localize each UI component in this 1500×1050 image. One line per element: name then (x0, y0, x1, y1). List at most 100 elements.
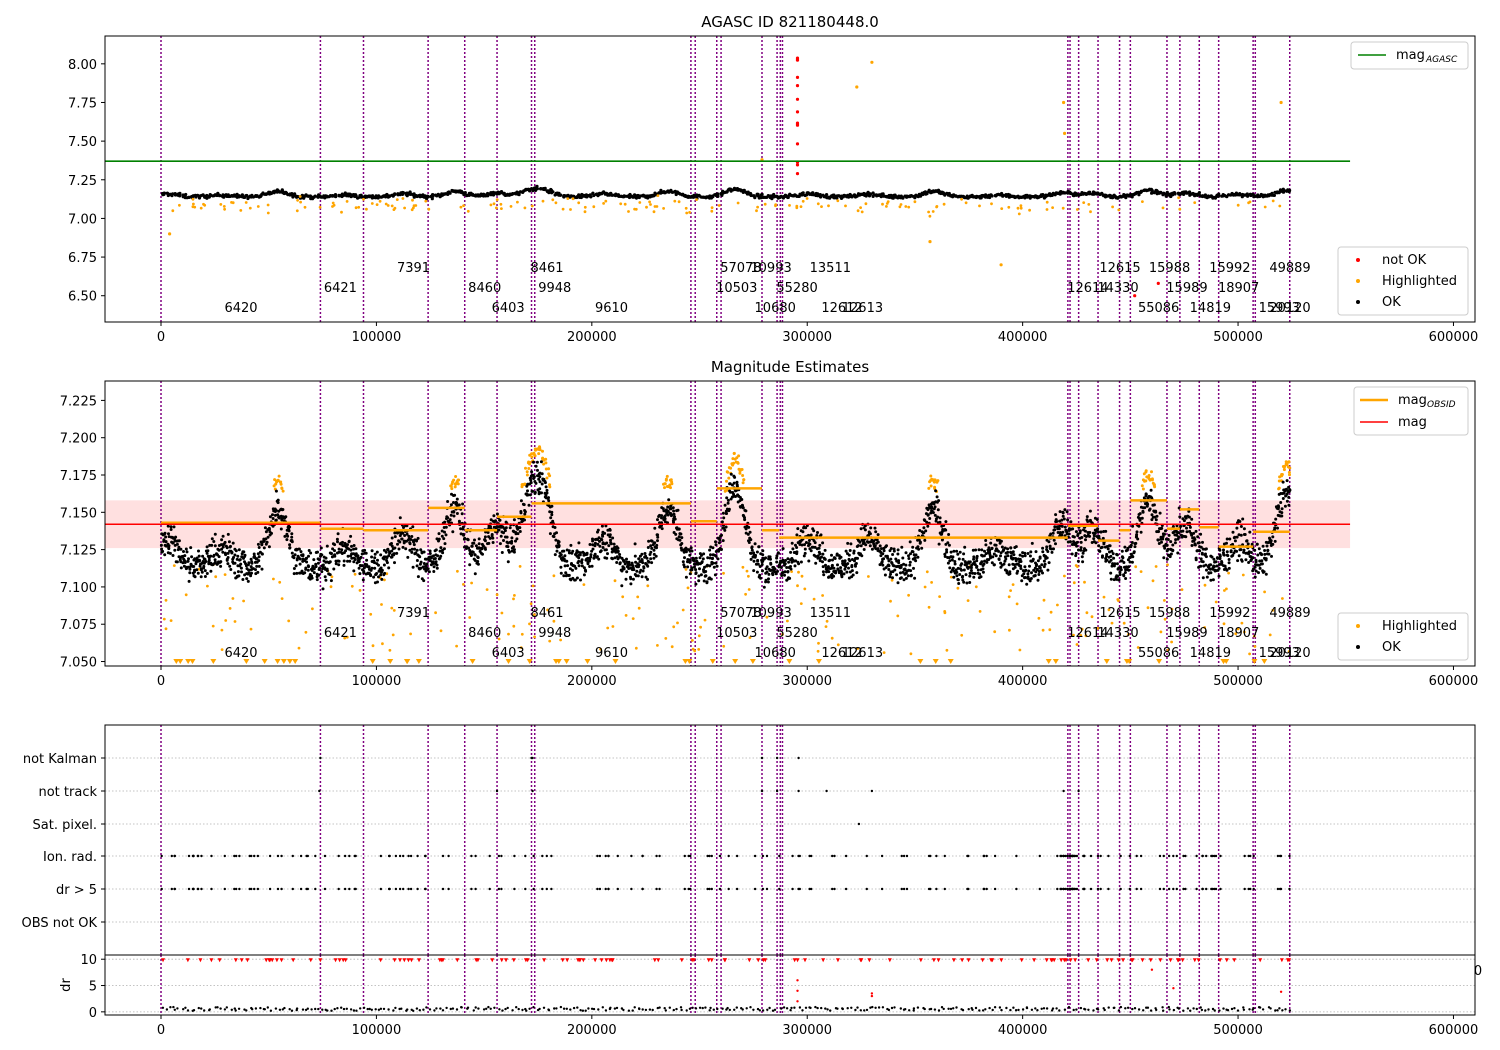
ok-point (1043, 562, 1047, 566)
ok-point (1190, 517, 1194, 521)
ok-point (714, 543, 718, 547)
highlighted-offscale-marker (686, 659, 693, 664)
ok-point (896, 581, 900, 585)
ok-point (1155, 514, 1159, 518)
ok-point (926, 508, 930, 512)
ok-point (648, 553, 652, 556)
ok-point (750, 548, 754, 552)
highlighted-point (748, 636, 752, 639)
highlighted-offscale-marker (173, 659, 180, 664)
ok-point (455, 512, 459, 515)
ok-point (1028, 564, 1031, 568)
highlighted-point (1143, 479, 1146, 483)
highlighted-offscale-marker (1126, 659, 1133, 664)
ok-point (1046, 550, 1050, 553)
ok-point (491, 541, 495, 544)
ok-point (820, 555, 823, 559)
ok-point (723, 503, 727, 507)
p1-obsid-label: 55086 (1138, 301, 1179, 316)
ok-point (991, 555, 995, 559)
ok-point (245, 193, 249, 198)
ok-point (439, 546, 443, 550)
ok-point (336, 540, 339, 544)
ok-point (859, 527, 863, 531)
ok-point (868, 532, 872, 536)
ok-point (292, 556, 296, 560)
ok-point (892, 547, 896, 551)
highlighted-point (1062, 100, 1066, 105)
ok-point (900, 545, 904, 549)
ok-point (609, 541, 613, 545)
ok-point (794, 559, 798, 563)
ok-point (1253, 548, 1257, 552)
ok-point (291, 195, 295, 199)
ok-point (882, 557, 886, 561)
ok-point (1204, 547, 1208, 551)
ok-point (895, 573, 899, 577)
ok-point (1131, 524, 1135, 528)
ok-point (629, 194, 634, 198)
ok-point (708, 556, 712, 560)
ok-point (780, 574, 784, 577)
highlighted-point (178, 203, 181, 207)
ok-point (975, 554, 979, 558)
ok-point (619, 194, 623, 198)
highlighted-point (414, 204, 418, 207)
highlighted-offscale-marker (415, 659, 422, 664)
ok-point (1124, 577, 1128, 580)
ok-point (1166, 538, 1170, 541)
highlighted-point (763, 202, 767, 206)
ok-point (783, 573, 786, 577)
ok-point (1101, 554, 1104, 558)
ok-point (1156, 530, 1160, 534)
highlighted-point (330, 575, 334, 579)
ok-point (577, 564, 581, 568)
highlighted-point (455, 644, 458, 648)
ok-point (443, 542, 447, 546)
ok-point (826, 565, 830, 569)
ok-point (247, 568, 251, 572)
ok-point (787, 560, 791, 564)
ok-point (628, 563, 631, 567)
ok-point (474, 544, 478, 548)
ok-point (460, 512, 464, 516)
ok-point (937, 499, 941, 503)
ok-point (789, 550, 793, 554)
ok-point (1053, 525, 1057, 529)
ok-point (1099, 530, 1103, 534)
highlighted-point (733, 457, 737, 461)
not-ok-point (795, 58, 800, 62)
ok-point (1241, 517, 1245, 521)
ok-point (547, 191, 551, 195)
ok-point (893, 568, 897, 572)
ok-point (1031, 557, 1035, 561)
p1-obsid-label: 7391 (397, 261, 430, 276)
highlighted-point (688, 211, 691, 214)
ok-point (899, 571, 902, 575)
ok-point (217, 548, 221, 552)
ok-point (401, 531, 405, 535)
ok-point (917, 538, 921, 542)
ok-point (1191, 539, 1195, 543)
ok-point (477, 542, 481, 546)
ok-point (776, 551, 780, 555)
ok-point (681, 560, 685, 564)
ok-point (1069, 520, 1073, 524)
highlighted-point (1161, 206, 1165, 210)
ok-point (847, 553, 851, 557)
ok-point (516, 532, 520, 536)
highlighted-point (1045, 208, 1049, 211)
panel-agasc-magnitude: 6420642173916403846084619610994857078106… (68, 35, 1478, 345)
highlighted-point (907, 205, 911, 209)
highlighted-point (244, 201, 248, 204)
ok-point (271, 513, 274, 517)
ok-point (486, 191, 490, 196)
ok-point (947, 543, 951, 547)
ok-point (766, 580, 770, 584)
ok-point (382, 563, 386, 567)
ok-point (1253, 575, 1257, 579)
ok-point (640, 558, 644, 562)
ok-point (320, 553, 324, 557)
ok-point (960, 562, 964, 566)
ok-point (601, 542, 605, 546)
